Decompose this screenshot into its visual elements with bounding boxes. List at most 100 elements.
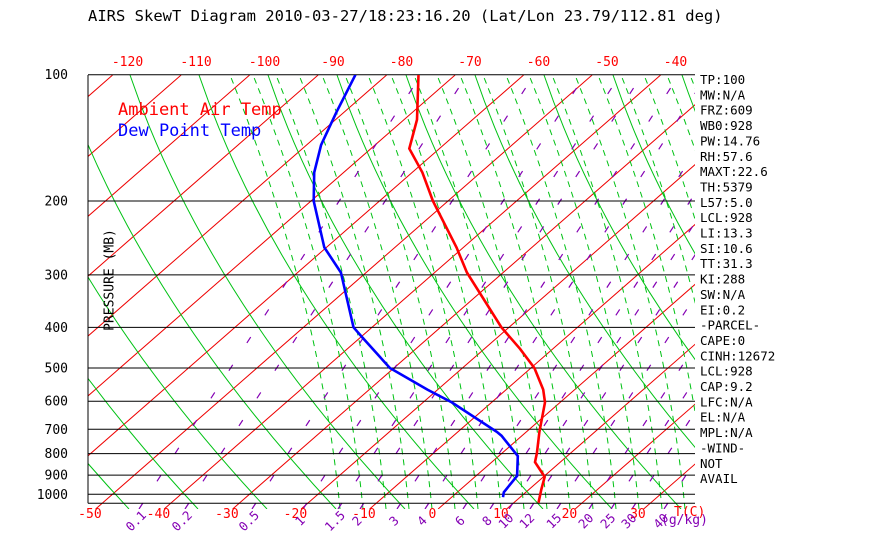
stat-line: PW:14.76 xyxy=(700,133,760,148)
dry-adiabat-line xyxy=(88,143,337,509)
mixing-ratio-line xyxy=(396,75,680,509)
moist-adiabat-line xyxy=(574,75,686,509)
bottom-temp-tick-label: 10 xyxy=(493,507,509,522)
isotherm-line xyxy=(88,75,319,277)
mixing-ratio-tick-label: 20 xyxy=(575,510,596,531)
mixing-ratio-line xyxy=(529,253,695,509)
top-temp-tick-label: -90 xyxy=(321,55,344,70)
mixing-ratio-line xyxy=(663,460,695,509)
dry-adiabat-line xyxy=(612,75,695,255)
isotherm-line xyxy=(88,75,387,337)
dry-adiabat-line xyxy=(88,275,268,509)
moist-adiabat-line xyxy=(505,75,617,509)
stat-line: MPL:N/A xyxy=(700,425,753,440)
stat-line: CAP:9.2 xyxy=(700,379,753,394)
mixing-ratio-tick-label: 25 xyxy=(597,510,618,531)
stat-line: TP:100 xyxy=(700,72,745,87)
mixing-ratio-line xyxy=(337,75,621,509)
stat-line: CINH:12672 xyxy=(700,348,775,363)
bottom-temp-tick-label: 30 xyxy=(630,507,646,522)
stat-line: EL:N/A xyxy=(700,410,746,425)
stat-line: AVAIL xyxy=(700,471,738,486)
mixing-ratio-line xyxy=(138,75,422,509)
mixing-ratio-line xyxy=(251,75,535,509)
pressure-tick-label: 200 xyxy=(45,195,68,210)
moist-adiabat-line xyxy=(298,75,410,509)
top-temp-tick-label: -70 xyxy=(458,55,481,70)
moist-adiabat-line xyxy=(229,75,341,509)
mixing-ratio-tick-label: 0.1 xyxy=(123,508,150,535)
pressure-tick-label: 300 xyxy=(45,268,68,283)
isotherm-line xyxy=(163,75,661,509)
moist-adiabat-line xyxy=(321,75,433,509)
isotherm-line xyxy=(437,283,695,509)
stat-line: CAPE:0 xyxy=(700,333,745,348)
pressure-tick-label: 1000 xyxy=(37,488,68,503)
stat-line: NOT xyxy=(700,456,723,471)
moist-adiabat-line xyxy=(367,75,479,509)
mixing-ratio-unit-label: (g/kg) xyxy=(661,513,708,528)
dry-adiabat-line xyxy=(336,75,613,509)
top-temp-tick-label: -110 xyxy=(180,55,211,70)
pressure-axis-label: PRESSURE (MB) xyxy=(102,229,118,331)
moist-adiabat-line xyxy=(344,75,456,509)
bottom-temp-tick-label: -10 xyxy=(352,507,375,522)
mixing-ratio-tick-label: 0.5 xyxy=(236,508,263,535)
stat-line: SW:N/A xyxy=(700,287,746,302)
isotherm-line xyxy=(506,343,695,509)
stat-line: -WIND- xyxy=(700,440,745,455)
mixing-ratio-line xyxy=(424,92,695,509)
dry-adiabat-line xyxy=(267,75,544,509)
mixing-ratio-tick-label: 12 xyxy=(516,510,537,531)
dry-adiabat-line xyxy=(198,75,475,509)
stat-line: KI:288 xyxy=(700,272,745,287)
mixing-ratio-line xyxy=(359,75,643,509)
bottom-temp-tick-label: 0 xyxy=(429,507,437,522)
dry-adiabat-line xyxy=(88,377,199,509)
moist-adiabat-line xyxy=(551,75,663,509)
stat-line: TT:31.3 xyxy=(700,256,753,271)
legend-dew-point-temp: Dew Point Temp xyxy=(118,121,262,141)
dry-adiabat-line xyxy=(474,75,695,448)
isotherm-line xyxy=(88,75,524,457)
pressure-tick-label: 500 xyxy=(45,361,68,376)
top-temp-tick-label: -100 xyxy=(249,55,280,70)
stat-line: MAXT:22.6 xyxy=(700,164,768,179)
bottom-temp-tick-label: 20 xyxy=(562,507,578,522)
dry-adiabat-line xyxy=(405,75,682,509)
bottom-temp-tick-label: -20 xyxy=(284,507,307,522)
mixing-ratio-tick-label: 1.5 xyxy=(322,508,349,535)
top-temp-tick-label: -120 xyxy=(112,55,143,70)
chart-title: AIRS SkewT Diagram 2010-03-27/18:23:16.2… xyxy=(88,7,723,25)
moist-adiabat-line xyxy=(482,75,594,509)
temp-unit-label: T(C) xyxy=(674,505,706,520)
moist-adiabat-line xyxy=(459,75,571,509)
mixing-ratio-tick-label: 0.2 xyxy=(169,508,196,535)
pressure-tick-label: 400 xyxy=(45,321,68,336)
dry-adiabat-line xyxy=(129,75,406,509)
pressure-tick-label: 700 xyxy=(45,423,68,438)
stat-line: LI:13.3 xyxy=(700,226,753,241)
moist-adiabat-line xyxy=(390,75,502,509)
pressure-tick-label: 100 xyxy=(45,68,68,83)
top-temp-tick-label: -60 xyxy=(527,55,550,70)
stat-line: EI:0.2 xyxy=(700,302,745,317)
isotherm-line xyxy=(95,75,593,509)
moist-adiabat-line xyxy=(275,75,387,509)
mixing-ratio-line xyxy=(184,75,468,509)
grid-layer xyxy=(88,75,695,509)
stat-line: RH:57.6 xyxy=(700,149,753,164)
stat-line: -PARCEL- xyxy=(700,318,760,333)
mixing-ratio-line xyxy=(302,75,586,509)
isotherm-line xyxy=(88,75,456,397)
top-temp-tick-label: -80 xyxy=(390,55,413,70)
top-temp-tick-label: -40 xyxy=(664,55,687,70)
isotherm-line xyxy=(300,164,695,509)
top-temp-tick-label: -50 xyxy=(595,55,618,70)
mixing-ratio-tick-label: 6 xyxy=(452,513,468,529)
stat-line: LCL:928 xyxy=(700,364,753,379)
mixing-ratio-tick-label: 4 xyxy=(414,513,430,529)
stat-line: SI:10.6 xyxy=(700,241,753,256)
